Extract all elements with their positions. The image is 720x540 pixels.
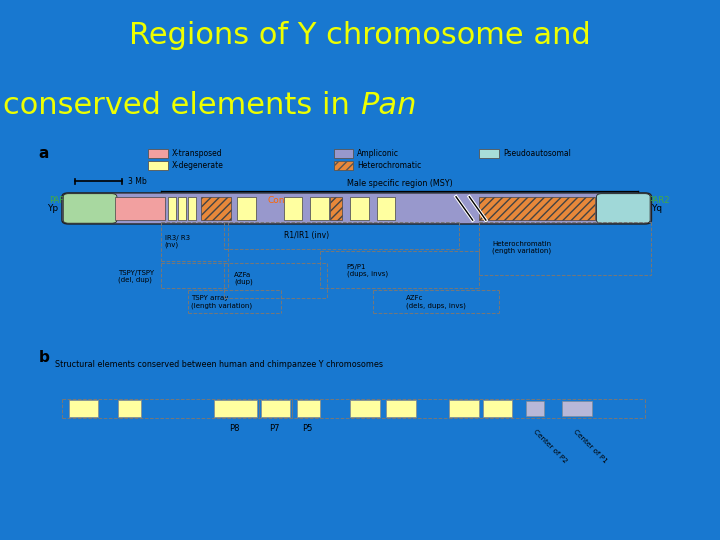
Text: Pan: Pan (360, 91, 416, 120)
Text: Center of P1: Center of P1 (572, 428, 608, 464)
Bar (387, 400, 416, 417)
Text: Structural elements conserved between human and chimpanzee Y chromosomes: Structural elements conserved between hu… (55, 360, 383, 369)
Text: PAR1: PAR1 (49, 196, 70, 205)
Bar (215, 400, 257, 417)
Bar (238, 197, 256, 220)
Bar (333, 161, 354, 170)
Text: Yq: Yq (652, 204, 662, 213)
Bar (168, 197, 176, 220)
Bar (201, 197, 231, 220)
Text: conserved elements in: conserved elements in (4, 91, 360, 120)
Text: Yp: Yp (48, 204, 58, 213)
Text: R1/IR1 (inv): R1/IR1 (inv) (284, 231, 330, 240)
Text: Regions of Y chromosome and: Regions of Y chromosome and (129, 21, 591, 50)
Bar (482, 400, 513, 417)
Bar (115, 197, 165, 220)
Text: Ampliconic: Ampliconic (357, 149, 400, 158)
Bar (350, 400, 380, 417)
Bar (562, 401, 592, 416)
Bar (377, 197, 395, 220)
Bar (330, 197, 342, 220)
Bar (480, 150, 499, 158)
Text: X-transposed: X-transposed (172, 149, 222, 158)
Text: 3 Mb: 3 Mb (128, 177, 147, 186)
Bar (148, 150, 168, 158)
FancyBboxPatch shape (596, 194, 650, 223)
Bar (148, 161, 168, 170)
Text: AZFa
(dup): AZFa (dup) (234, 272, 253, 285)
Text: Con: Con (267, 196, 285, 205)
Text: TSPY array
(length variation): TSPY array (length variation) (191, 295, 252, 308)
Text: X-degenerate: X-degenerate (172, 161, 224, 170)
Bar (480, 197, 595, 220)
Text: AZFc
(dels, dups, invs): AZFc (dels, dups, invs) (406, 295, 467, 308)
Text: TSPY/TSPY
(del, dup): TSPY/TSPY (del, dup) (118, 269, 154, 283)
Bar (350, 197, 369, 220)
Text: P8: P8 (229, 424, 239, 433)
Bar (297, 400, 320, 417)
Bar (178, 197, 186, 220)
Text: a: a (39, 146, 49, 161)
Bar (333, 150, 354, 158)
Text: P5/P1
(dups, invs): P5/P1 (dups, invs) (347, 264, 388, 278)
Text: IR3/ R3
(nv): IR3/ R3 (nv) (165, 235, 189, 248)
Text: Pseudoautosomal: Pseudoautosomal (503, 149, 571, 158)
Bar (449, 400, 480, 417)
FancyBboxPatch shape (62, 193, 652, 224)
Bar (526, 401, 544, 416)
Bar (261, 400, 290, 417)
Text: Male specific region (MSY): Male specific region (MSY) (347, 179, 453, 188)
Text: P7: P7 (269, 424, 279, 433)
FancyBboxPatch shape (63, 194, 117, 223)
Text: Center of P2: Center of P2 (532, 428, 568, 464)
Text: Heterochromatic: Heterochromatic (357, 161, 422, 170)
Bar (118, 400, 141, 417)
Text: PAR2: PAR2 (648, 196, 670, 205)
Bar (310, 197, 329, 220)
Text: P5: P5 (302, 424, 312, 433)
Bar (284, 197, 302, 220)
Text: b: b (39, 350, 50, 366)
Bar (188, 197, 196, 220)
Text: Heterochromatin
(ength variation): Heterochromatin (ength variation) (492, 240, 552, 254)
Bar (68, 400, 99, 417)
